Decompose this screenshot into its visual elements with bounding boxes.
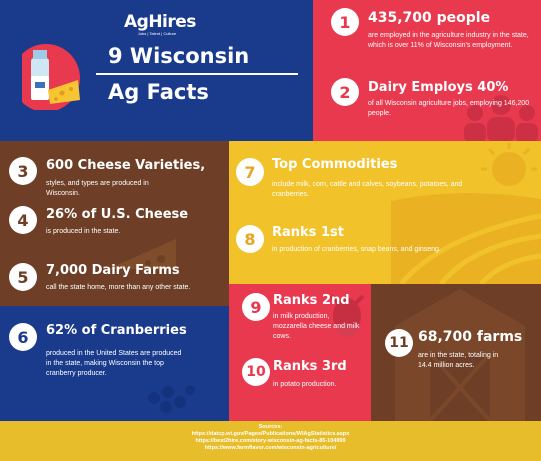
fact-title: Ranks 3rd xyxy=(273,359,347,374)
fact-body: include milk, corn, cattle and calves, s… xyxy=(272,181,463,198)
fact-title: Dairy Employs 40% xyxy=(368,80,509,95)
fact-6-panel: 6 62% of Cranberries produced in the Uni… xyxy=(0,306,229,421)
fact-number-badge: 1 xyxy=(331,8,359,36)
source-link[interactable]: https://www.farmflavor.com/wisconsin-agr… xyxy=(204,445,337,451)
fact-title: 68,700 farms xyxy=(418,329,523,345)
fact-number-badge: 11 xyxy=(385,329,413,357)
fact-number-badge: 8 xyxy=(236,225,264,253)
facts-1-2-panel: 1 435,700 people are employed in the agr… xyxy=(313,0,541,141)
fact-body: styles, and types are produced in Wiscon… xyxy=(46,180,149,197)
fact-number-badge: 4 xyxy=(9,206,37,234)
fact-body: are in the state, totaling in 14.4 milli… xyxy=(418,352,499,369)
fact-number-badge: 3 xyxy=(9,157,37,185)
fact-body: in production of cranberries, snap beans… xyxy=(272,246,441,253)
fact-title: 62% of Cranberries xyxy=(46,323,187,338)
logo-tagline: Jobs | Talent | Culture xyxy=(137,31,177,36)
fact-title: Ranks 1st xyxy=(272,225,344,240)
fact-body: is produced in the state. xyxy=(46,228,121,235)
page-title-line2: Ag Facts xyxy=(108,80,209,104)
source-link[interactable]: https://datcp.wi.gov/Pages/Publications/… xyxy=(191,431,350,437)
fact-title: 7,000 Dairy Farms xyxy=(46,263,180,278)
fact-number-badge: 5 xyxy=(9,263,37,291)
fact-number-badge: 10 xyxy=(242,358,270,386)
aghires-logo: AgHires Jobs | Talent | Culture xyxy=(124,12,196,38)
source-link[interactable]: https://best2hire.com/story-wisconsin-ag… xyxy=(195,438,346,444)
logo-text: AgHires xyxy=(124,12,196,32)
fact-number-badge: 6 xyxy=(9,323,37,351)
page-title-line1: 9 Wisconsin xyxy=(108,44,250,68)
sources-footer: Sources: https://datcp.wi.gov/Pages/Publ… xyxy=(0,421,541,461)
facts-3-5-panel: 3 600 Cheese Varieties, styles, and type… xyxy=(0,141,229,306)
fact-title: Ranks 2nd xyxy=(273,293,350,308)
sources-label: Sources: xyxy=(258,424,283,430)
header-panel: AgHires Jobs | Talent | Culture 9 Wiscon… xyxy=(0,0,313,141)
facts-7-8-panel: 7 Top Commodities include milk, corn, ca… xyxy=(229,141,541,284)
farm-field-sun-icon xyxy=(391,143,541,284)
fact-11-panel: 11 68,700 farms are in the state, totali… xyxy=(371,284,541,421)
cheese-wedge-icon xyxy=(108,239,176,269)
cranberries-icon xyxy=(148,385,195,413)
fact-body: call the state home, more than any other… xyxy=(46,284,191,291)
fact-body: are employed in the agriculture industry… xyxy=(368,32,529,49)
barn-icon xyxy=(395,289,525,421)
cow-icon xyxy=(329,294,365,337)
fact-body: in potato production. xyxy=(273,381,337,388)
milk-and-cheese-icon xyxy=(22,44,80,110)
fact-number-badge: 7 xyxy=(236,158,264,186)
fact-body: in milk production, mozzarella cheese an… xyxy=(273,313,360,340)
facts-9-10-panel: 9 Ranks 2nd in milk production, mozzarel… xyxy=(229,284,371,421)
fact-title: 435,700 people xyxy=(368,10,491,26)
people-icon xyxy=(464,95,538,141)
fact-title: Top Commodities xyxy=(272,157,398,172)
title-divider xyxy=(96,73,298,75)
fact-body: produced in the United States are produc… xyxy=(46,350,182,377)
fact-title: 600 Cheese Varieties, xyxy=(46,158,206,173)
fact-body: of all Wisconsin agriculture jobs, emplo… xyxy=(368,100,530,117)
fact-title: 26% of U.S. Cheese xyxy=(46,207,189,222)
fact-number-badge: 2 xyxy=(331,78,359,106)
fact-number-badge: 9 xyxy=(242,293,270,321)
